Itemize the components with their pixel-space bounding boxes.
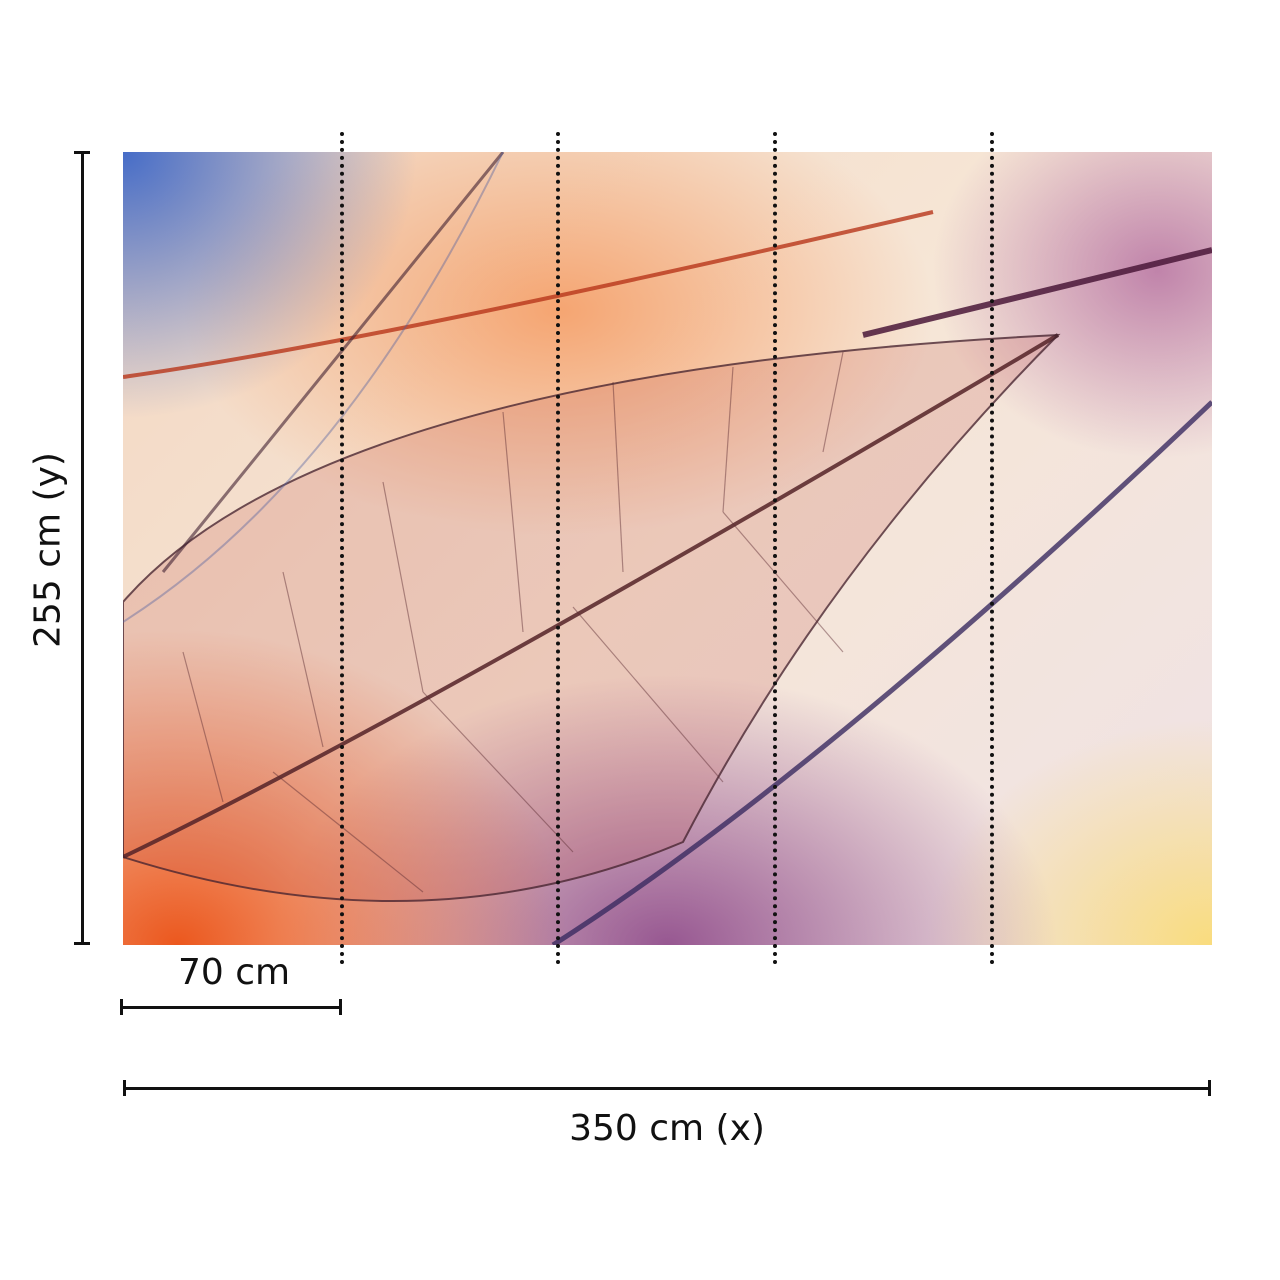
panel-divider-2 <box>556 132 560 965</box>
panel-width-dimension-line <box>121 1006 341 1009</box>
height-dimension-tick-top <box>74 151 90 154</box>
height-dimension-tick-bottom <box>74 942 90 945</box>
height-label: 255 cm (y) <box>27 452 69 648</box>
panel-width-tick-left <box>120 999 123 1015</box>
panel-divider-4 <box>990 132 994 965</box>
wallpaper-mural-image <box>123 152 1212 945</box>
height-dimension-line <box>81 152 84 945</box>
width-dimension-tick-left <box>123 1080 126 1096</box>
width-dimension-tick-right <box>1208 1080 1211 1096</box>
width-label: 350 cm (x) <box>569 1108 765 1149</box>
panel-divider-1 <box>340 132 344 965</box>
leaf-veins-illustration <box>123 152 1212 945</box>
panel-width-label: 70 cm <box>178 952 291 993</box>
panel-divider-3 <box>773 132 777 965</box>
width-dimension-line <box>124 1087 1211 1090</box>
panel-width-tick-right <box>339 999 342 1015</box>
